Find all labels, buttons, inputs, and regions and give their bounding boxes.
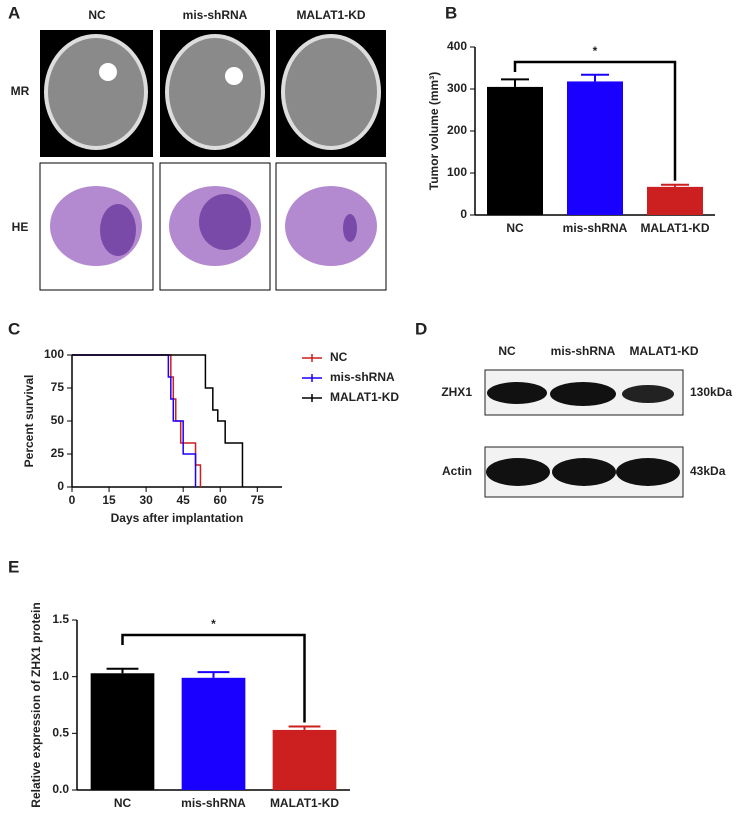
bar [272,729,337,790]
significance-bracket [513,60,677,181]
y-tick-label: 400 [447,39,467,53]
bar [647,186,703,215]
band-size: 43kDa [690,464,726,478]
x-tick-label: 15 [102,493,116,507]
annotation: * [593,44,598,58]
panel-label: A [8,3,20,22]
y-tick-label: 0 [460,207,467,221]
x-tick-label: 30 [139,493,153,507]
y-tick-label: 100 [447,165,467,179]
bar [181,677,246,790]
x-tick-label: 60 [214,493,228,507]
row-label: MR [11,84,30,98]
x-tick-label: MALAT1-KD [640,221,709,235]
band-label: ZHX1 [441,385,472,399]
legend-label: mis-shRNA [330,370,395,384]
y-tick-label: 200 [447,123,467,137]
y-tick-label: 50 [51,413,65,427]
x-tick-label: 0 [69,493,76,507]
panel-label: D [415,319,427,338]
y-tick-label: 0.5 [52,726,69,740]
bar [487,86,543,216]
x-tick-label: 45 [176,493,190,507]
panel-label: E [8,557,19,576]
significance-bracket [121,633,306,723]
panel-label: B [445,3,457,22]
column-label: MALAT1-KD [296,8,365,22]
survival-line [72,354,197,487]
column-label: NC [88,8,106,22]
band-size: 130kDa [690,385,732,399]
x-tick-label: NC [114,796,132,810]
he-images [39,162,387,291]
annotation: * [211,617,216,631]
x-tick-label: mis-shRNA [181,796,246,810]
survival-line [72,354,244,487]
y-tick-label: 1.5 [52,612,69,626]
y-tick-label: 1.0 [52,669,69,683]
y-tick-label: 0.0 [52,782,69,796]
band-label: Actin [442,464,472,478]
y-axis-title: Tumor volume (mm³) [427,72,441,190]
y-tick-label: 0 [57,479,64,493]
bar [567,81,623,215]
x-tick-label: MALAT1-KD [270,796,339,810]
column-label: NC [498,344,516,358]
y-axis-title: Percent survival [22,375,36,468]
y-axis-title: Relative expression of ZHX1 protein [29,602,43,807]
mr-images [40,30,386,157]
panel-label: C [8,319,20,338]
x-axis-title: Days after implantation [111,511,244,525]
blots [484,369,684,498]
x-tick-label: NC [506,221,524,235]
column-label: mis-shRNA [551,344,616,358]
y-tick-label: 25 [51,446,65,460]
row-label: HE [12,220,29,234]
y-tick-label: 300 [447,81,467,95]
column-label: MALAT1-KD [629,344,698,358]
column-label: mis-shRNA [183,8,248,22]
y-tick-label: 100 [44,347,64,361]
x-tick-label: 75 [251,493,265,507]
y-tick-label: 75 [51,380,65,394]
legend-label: NC [330,350,348,364]
bar [90,673,155,790]
x-tick-label: mis-shRNA [563,221,628,235]
legend-label: MALAT1-KD [330,390,399,404]
